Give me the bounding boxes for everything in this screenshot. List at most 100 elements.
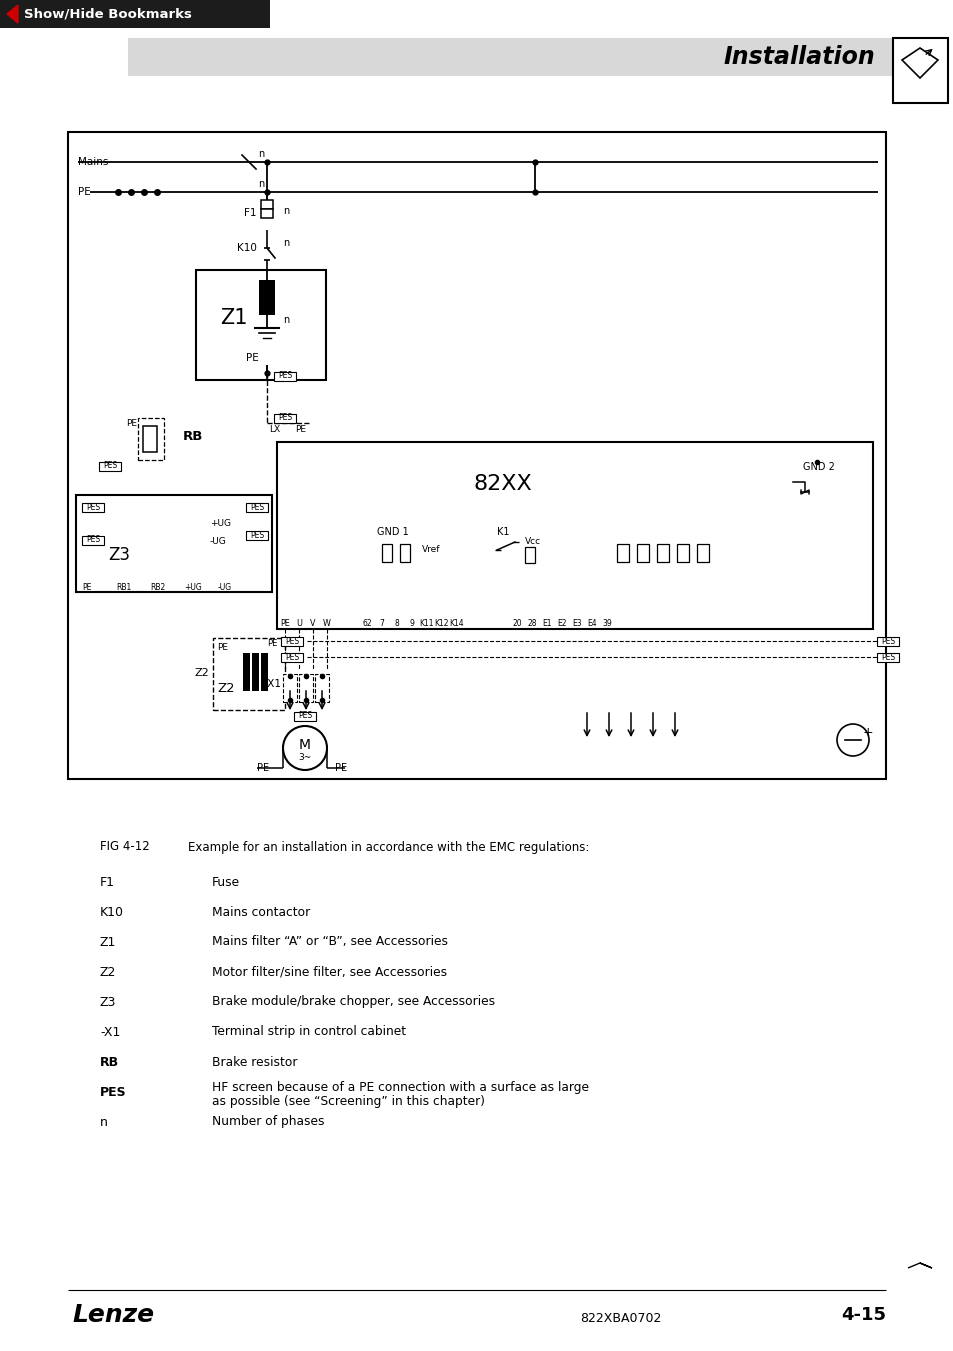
Bar xyxy=(276,442,872,630)
Text: PE: PE xyxy=(82,584,91,593)
Bar xyxy=(252,653,258,690)
Text: F1: F1 xyxy=(100,875,115,889)
Bar xyxy=(195,270,326,380)
Text: PES: PES xyxy=(86,503,100,512)
Text: PES: PES xyxy=(297,712,312,720)
Text: n: n xyxy=(257,149,264,159)
Text: n: n xyxy=(283,315,289,326)
Text: n: n xyxy=(283,238,289,249)
Text: 62: 62 xyxy=(362,619,372,627)
Polygon shape xyxy=(7,5,18,23)
Text: RB2: RB2 xyxy=(150,584,165,593)
Bar xyxy=(524,547,535,563)
Text: PES: PES xyxy=(277,372,292,381)
Text: n: n xyxy=(283,205,289,216)
Bar xyxy=(261,653,268,690)
Bar xyxy=(892,38,947,103)
Text: 39: 39 xyxy=(601,619,611,627)
Text: E2: E2 xyxy=(557,619,566,627)
Text: 8: 8 xyxy=(395,619,399,627)
Bar xyxy=(677,544,688,562)
Text: PES: PES xyxy=(100,1085,127,1098)
Text: LX: LX xyxy=(269,424,280,434)
Bar xyxy=(128,38,895,76)
Text: V: V xyxy=(310,619,315,627)
Text: 7: 7 xyxy=(379,619,384,627)
Text: GND 2: GND 2 xyxy=(802,462,834,471)
Text: Lenze: Lenze xyxy=(71,1302,154,1327)
Text: Terminal strip in control cabinet: Terminal strip in control cabinet xyxy=(212,1025,406,1039)
Text: -X1: -X1 xyxy=(100,1025,120,1039)
Text: PE: PE xyxy=(256,763,269,773)
Text: Mains filter “A” or “B”, see Accessories: Mains filter “A” or “B”, see Accessories xyxy=(212,935,448,948)
Text: Installation: Installation xyxy=(722,45,874,69)
Text: K14: K14 xyxy=(449,619,464,627)
Text: PES: PES xyxy=(285,653,298,662)
Text: K10: K10 xyxy=(100,905,124,919)
Text: Mains: Mains xyxy=(78,157,109,168)
Bar xyxy=(213,638,285,711)
Bar xyxy=(82,535,104,544)
Text: W: W xyxy=(323,619,331,627)
Text: PE: PE xyxy=(126,419,137,427)
Text: PE: PE xyxy=(280,619,290,627)
Bar xyxy=(399,544,410,562)
Text: Brake resistor: Brake resistor xyxy=(212,1055,297,1069)
Bar xyxy=(99,462,121,470)
Text: U: U xyxy=(295,619,302,627)
Bar xyxy=(261,200,273,209)
Bar xyxy=(0,0,270,28)
Bar xyxy=(876,636,898,646)
Text: E3: E3 xyxy=(572,619,581,627)
Text: Fuse: Fuse xyxy=(212,875,240,889)
Text: 3~: 3~ xyxy=(298,753,312,762)
Bar xyxy=(274,372,295,381)
Text: Z1: Z1 xyxy=(220,308,247,328)
Bar xyxy=(82,503,104,512)
Text: Z3: Z3 xyxy=(100,996,116,1008)
Bar xyxy=(246,503,268,512)
Circle shape xyxy=(283,725,327,770)
Bar xyxy=(283,674,296,703)
Text: Vcc: Vcc xyxy=(524,538,540,547)
Bar xyxy=(138,417,164,459)
Text: 82XX: 82XX xyxy=(474,474,532,494)
Bar xyxy=(381,544,392,562)
Text: PE: PE xyxy=(335,763,347,773)
Text: PES: PES xyxy=(103,462,117,470)
Text: PE: PE xyxy=(78,186,91,197)
Bar xyxy=(143,426,157,453)
Text: K1: K1 xyxy=(497,527,509,536)
Text: +UG: +UG xyxy=(184,584,201,593)
Text: 20: 20 xyxy=(512,619,521,627)
Bar xyxy=(697,544,708,562)
Text: n: n xyxy=(100,1116,108,1128)
Text: -X1: -X1 xyxy=(265,680,282,689)
Text: PES: PES xyxy=(250,531,264,539)
Bar xyxy=(243,653,250,690)
Text: 822XBA0702: 822XBA0702 xyxy=(579,1312,660,1324)
Text: Z2: Z2 xyxy=(100,966,116,978)
Bar xyxy=(274,413,295,423)
Text: 9: 9 xyxy=(409,619,414,627)
Text: RB: RB xyxy=(183,430,203,443)
Text: F1: F1 xyxy=(244,208,256,218)
Text: Z2: Z2 xyxy=(194,667,210,678)
Text: Show/Hide Bookmarks: Show/Hide Bookmarks xyxy=(24,8,192,20)
Bar xyxy=(294,712,315,720)
Bar xyxy=(314,674,329,703)
Text: FIG 4-12: FIG 4-12 xyxy=(100,840,150,854)
Text: K10: K10 xyxy=(236,243,256,253)
Bar xyxy=(246,531,268,539)
Text: n: n xyxy=(257,178,264,189)
Text: PES: PES xyxy=(277,413,292,423)
Bar xyxy=(281,636,303,646)
Bar xyxy=(76,494,272,592)
Text: Z3: Z3 xyxy=(108,546,130,563)
Bar xyxy=(637,544,648,562)
Bar xyxy=(68,132,885,780)
Text: +: + xyxy=(862,725,873,739)
Text: +UG: +UG xyxy=(210,519,231,527)
Text: -UG: -UG xyxy=(210,536,227,546)
Text: 4-15: 4-15 xyxy=(841,1306,885,1324)
